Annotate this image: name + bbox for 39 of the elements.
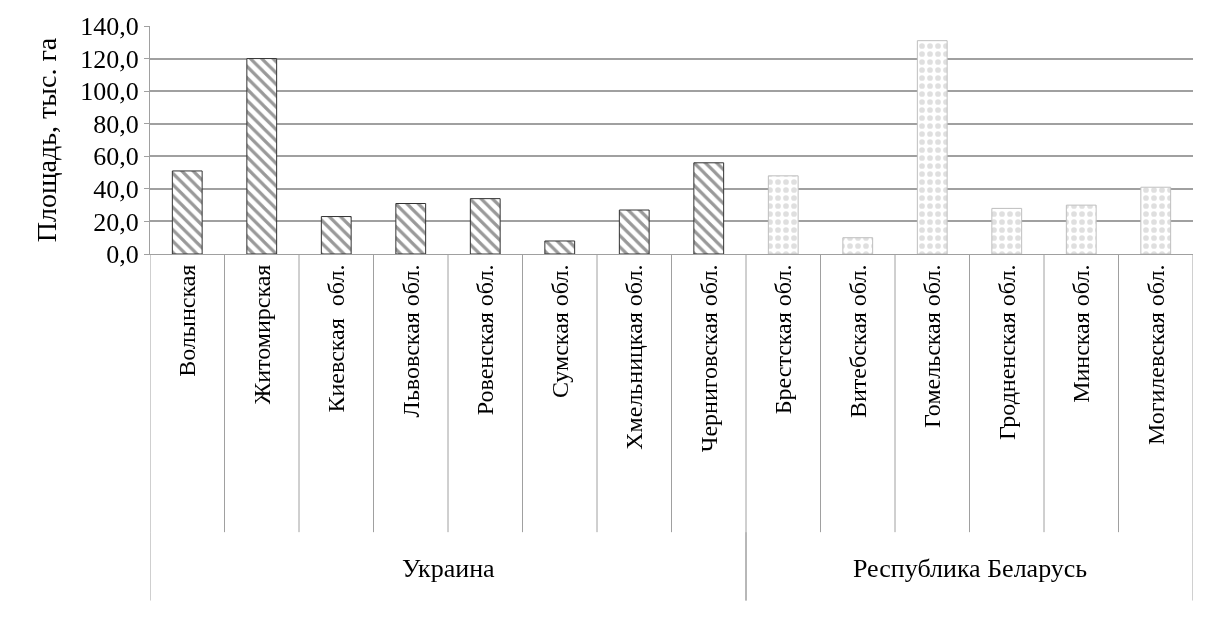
bar — [991, 207, 1023, 254]
x-tick-label: Брестская обл. — [770, 264, 797, 415]
x-tick-label: Могилевская обл. — [1142, 264, 1169, 446]
x-tick-label: Киевская обл. — [323, 264, 350, 413]
bar — [618, 209, 650, 254]
bar — [469, 198, 501, 254]
y-tick-label: 100,0 — [80, 77, 139, 107]
y-tick-label: 120,0 — [80, 44, 139, 74]
x-tick-label: Хмельницкая обл. — [621, 264, 648, 450]
y-tick-label: 60,0 — [93, 142, 139, 172]
x-tick-label: Витебская обл. — [844, 264, 871, 419]
y-axis-title: Площадь, тыс. га — [31, 37, 62, 243]
bar — [171, 170, 203, 254]
x-tick-label: Волынская — [174, 264, 201, 377]
bar — [320, 216, 352, 254]
x-tick-label: Черниговская обл. — [695, 264, 722, 453]
y-tick-label: 0,0 — [106, 240, 139, 270]
x-tick-label: Минская обл. — [1068, 264, 1095, 403]
x-tick-label: Гомельская обл. — [919, 264, 946, 428]
bar — [1065, 204, 1097, 254]
x-tick-label: Ровенская обл. — [472, 264, 499, 416]
y-tick-label: 140,0 — [80, 12, 139, 42]
bar — [693, 162, 725, 254]
y-tick-label: 40,0 — [93, 174, 139, 204]
x-tick-label: Житомирская — [248, 264, 275, 405]
x-tick-label: Сумская обл. — [546, 264, 573, 399]
bar — [395, 203, 427, 254]
bar — [767, 175, 799, 254]
bar — [544, 240, 576, 254]
x-tick-label: Львовская обл. — [397, 264, 424, 418]
x-tick-label: Гродненская обл. — [993, 264, 1020, 441]
bar — [1140, 186, 1172, 254]
y-tick-label: 20,0 — [93, 207, 139, 237]
text: Республика Беларусь — [853, 554, 1088, 583]
bar — [842, 237, 874, 254]
y-tick-label: 80,0 — [93, 109, 139, 139]
bar — [246, 58, 278, 254]
text: Украина — [402, 554, 496, 583]
bar — [916, 40, 948, 254]
